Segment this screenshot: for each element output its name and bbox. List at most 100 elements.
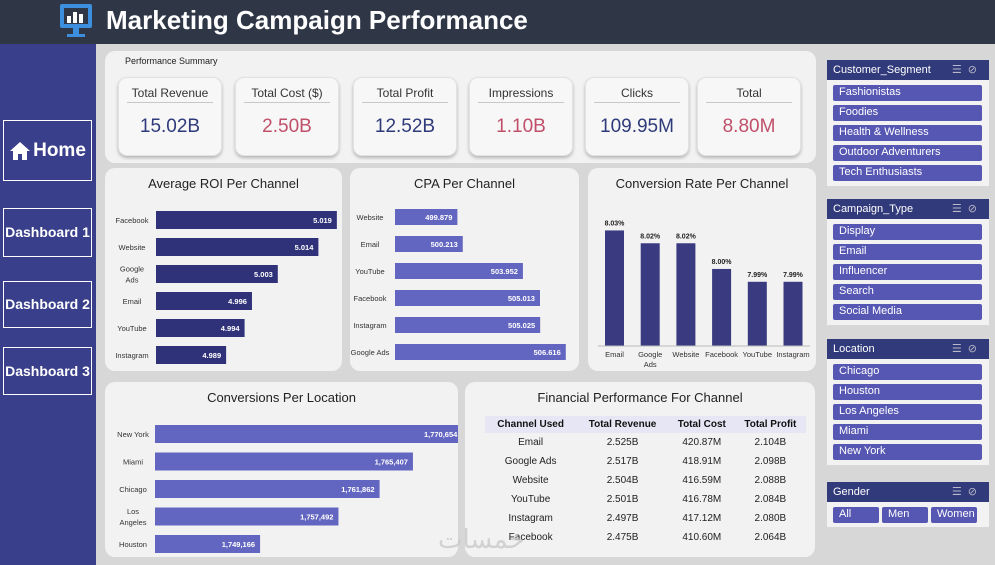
- clear-filter-icon[interactable]: ⊘: [967, 486, 983, 498]
- table-cell: Email: [518, 437, 544, 448]
- dashboard-3-button[interactable]: Dashboard 3: [3, 347, 92, 395]
- data-label: 7.99%: [747, 272, 768, 279]
- data-label: 8.02%: [676, 233, 697, 240]
- table-cell: 416.59M: [682, 475, 722, 486]
- kpi-divider: [594, 102, 680, 103]
- slicer-item[interactable]: All: [833, 507, 879, 523]
- slicer-item[interactable]: Los Angeles: [833, 404, 982, 420]
- data-label: 5.019: [313, 216, 332, 225]
- page-title: Marketing Campaign Performance: [106, 5, 528, 35]
- chart-title: Conversion Rate Per Channel: [615, 176, 789, 191]
- category-label: Google Ads: [351, 348, 390, 357]
- kpi-label: Total Revenue: [131, 86, 209, 100]
- data-label: 506.616: [534, 348, 561, 357]
- slicer-gender: Gender ☰⊘ All Men Women: [827, 482, 989, 527]
- category-label: Houston: [119, 540, 147, 549]
- home-button[interactable]: Home: [3, 120, 92, 181]
- kpi-value: 109.95M: [600, 116, 674, 137]
- table-row: Email 2.525B 420.87M 2.104B: [485, 433, 806, 452]
- bar: [395, 263, 523, 279]
- category-label: Google: [638, 350, 662, 359]
- kpi-label: Total Profit: [376, 86, 434, 100]
- data-label: 8.02%: [640, 233, 661, 240]
- bar: [395, 344, 566, 360]
- bar: [676, 243, 696, 346]
- slicer-item[interactable]: Influencer: [833, 264, 982, 280]
- financial-table: Channel Used Total Revenue Total Cost Total…: [485, 416, 806, 547]
- chart-title: CPA Per Channel: [414, 176, 515, 191]
- slicer-item[interactable]: Email: [833, 244, 982, 260]
- kpi-card: Total 8.80M: [697, 77, 801, 156]
- table-cell: 2.504B: [606, 475, 639, 486]
- table-cell: 418.91M: [682, 456, 722, 467]
- slicer-item[interactable]: Social Media: [833, 304, 982, 320]
- clear-filter-icon[interactable]: ⊘: [967, 343, 983, 355]
- kpi-value: 1.10B: [496, 116, 546, 137]
- multi-select-icon[interactable]: ☰: [951, 343, 968, 355]
- table-header-cell: Total Cost: [668, 416, 735, 433]
- bar: [640, 243, 660, 346]
- slicer-customer-segment: Customer_Segment ☰⊘ Fashionistas Foodies H…: [827, 60, 989, 186]
- data-label: 505.025: [508, 321, 535, 330]
- multi-select-icon[interactable]: ☰: [951, 64, 968, 76]
- kpi-value: 12.52B: [374, 116, 436, 137]
- cpa-chart-card: CPA Per Channel Website 499.879 Email 500.2…: [350, 168, 579, 371]
- multi-select-icon[interactable]: ☰: [951, 486, 968, 498]
- category-label: Facebook: [116, 216, 149, 225]
- slicer-item[interactable]: Foodies: [833, 105, 982, 121]
- dashboard-1-button[interactable]: Dashboard 1: [3, 208, 92, 257]
- kpi-label: Impressions: [488, 86, 554, 100]
- slicer-item[interactable]: Miami: [833, 424, 982, 440]
- slicer-item[interactable]: Fashionistas: [833, 85, 982, 101]
- category-label: Website: [672, 350, 699, 359]
- table-cell: 2.517B: [606, 456, 639, 467]
- slicer-title: Customer_Segment: [833, 64, 931, 76]
- slicer-item[interactable]: Houston: [833, 384, 982, 400]
- dashboard-monitor-icon: [60, 4, 92, 37]
- slicer-item[interactable]: Tech Enthusiasts: [833, 165, 982, 181]
- clear-filter-icon[interactable]: ⊘: [967, 64, 983, 76]
- table-cell: 2.080B: [754, 513, 787, 524]
- table-header-cell: Total Profit: [734, 416, 806, 433]
- slicer-item[interactable]: Women: [931, 507, 977, 523]
- data-label: 1,765,407: [375, 458, 408, 467]
- slicer-item[interactable]: Chicago: [833, 364, 982, 380]
- slicer-item[interactable]: Search: [833, 284, 982, 300]
- bar: [156, 346, 227, 364]
- bar: [605, 230, 624, 346]
- kpi-label: Total Cost ($): [251, 86, 323, 100]
- category-label: YouTube: [117, 324, 146, 333]
- multi-select-icon[interactable]: ☰: [951, 203, 968, 215]
- data-label: 4.996: [228, 297, 247, 306]
- slicer-item[interactable]: Men: [882, 507, 928, 523]
- kpi-card: Total Revenue 15.02B: [118, 77, 222, 156]
- table-cell: 410.60M: [682, 532, 722, 543]
- clear-filter-icon[interactable]: ⊘: [967, 203, 983, 215]
- table-cell: Google Ads: [504, 456, 557, 467]
- table-cell: 417.12M: [682, 513, 722, 524]
- table-cell: 2.104B: [754, 437, 787, 448]
- category-label: Instagram: [353, 321, 386, 330]
- kpi-value: 8.80M: [722, 116, 776, 137]
- data-label: 1,761,862: [341, 485, 374, 494]
- slicer-header: Campaign_Type ☰⊘: [827, 199, 989, 219]
- data-label: 1,749,166: [222, 540, 255, 549]
- data-label: 8.00%: [712, 259, 733, 266]
- category-label: Email: [361, 240, 380, 249]
- kpi-divider: [706, 102, 792, 103]
- category-label: Facebook: [354, 294, 387, 303]
- chart-title: Average ROI Per Channel: [148, 176, 299, 191]
- kpi-card: Clicks 109.95M: [585, 77, 689, 156]
- bar: [155, 480, 380, 498]
- slicer-item[interactable]: Outdoor Adventurers: [833, 145, 982, 161]
- slicer-title: Gender: [833, 486, 870, 498]
- bar: [156, 238, 319, 256]
- slicer-item[interactable]: Health & Wellness: [833, 125, 982, 141]
- category-label: Email: [605, 350, 624, 359]
- cpa-chart: Website 499.879 Email 500.213 YouTube 503.952…: [351, 209, 566, 360]
- slicer-item[interactable]: New York: [833, 444, 982, 460]
- dashboard-2-button[interactable]: Dashboard 2: [3, 281, 92, 328]
- slicer-item[interactable]: Display: [833, 224, 982, 240]
- table-cell: 2.098B: [754, 456, 787, 467]
- category-label: Website: [357, 213, 384, 222]
